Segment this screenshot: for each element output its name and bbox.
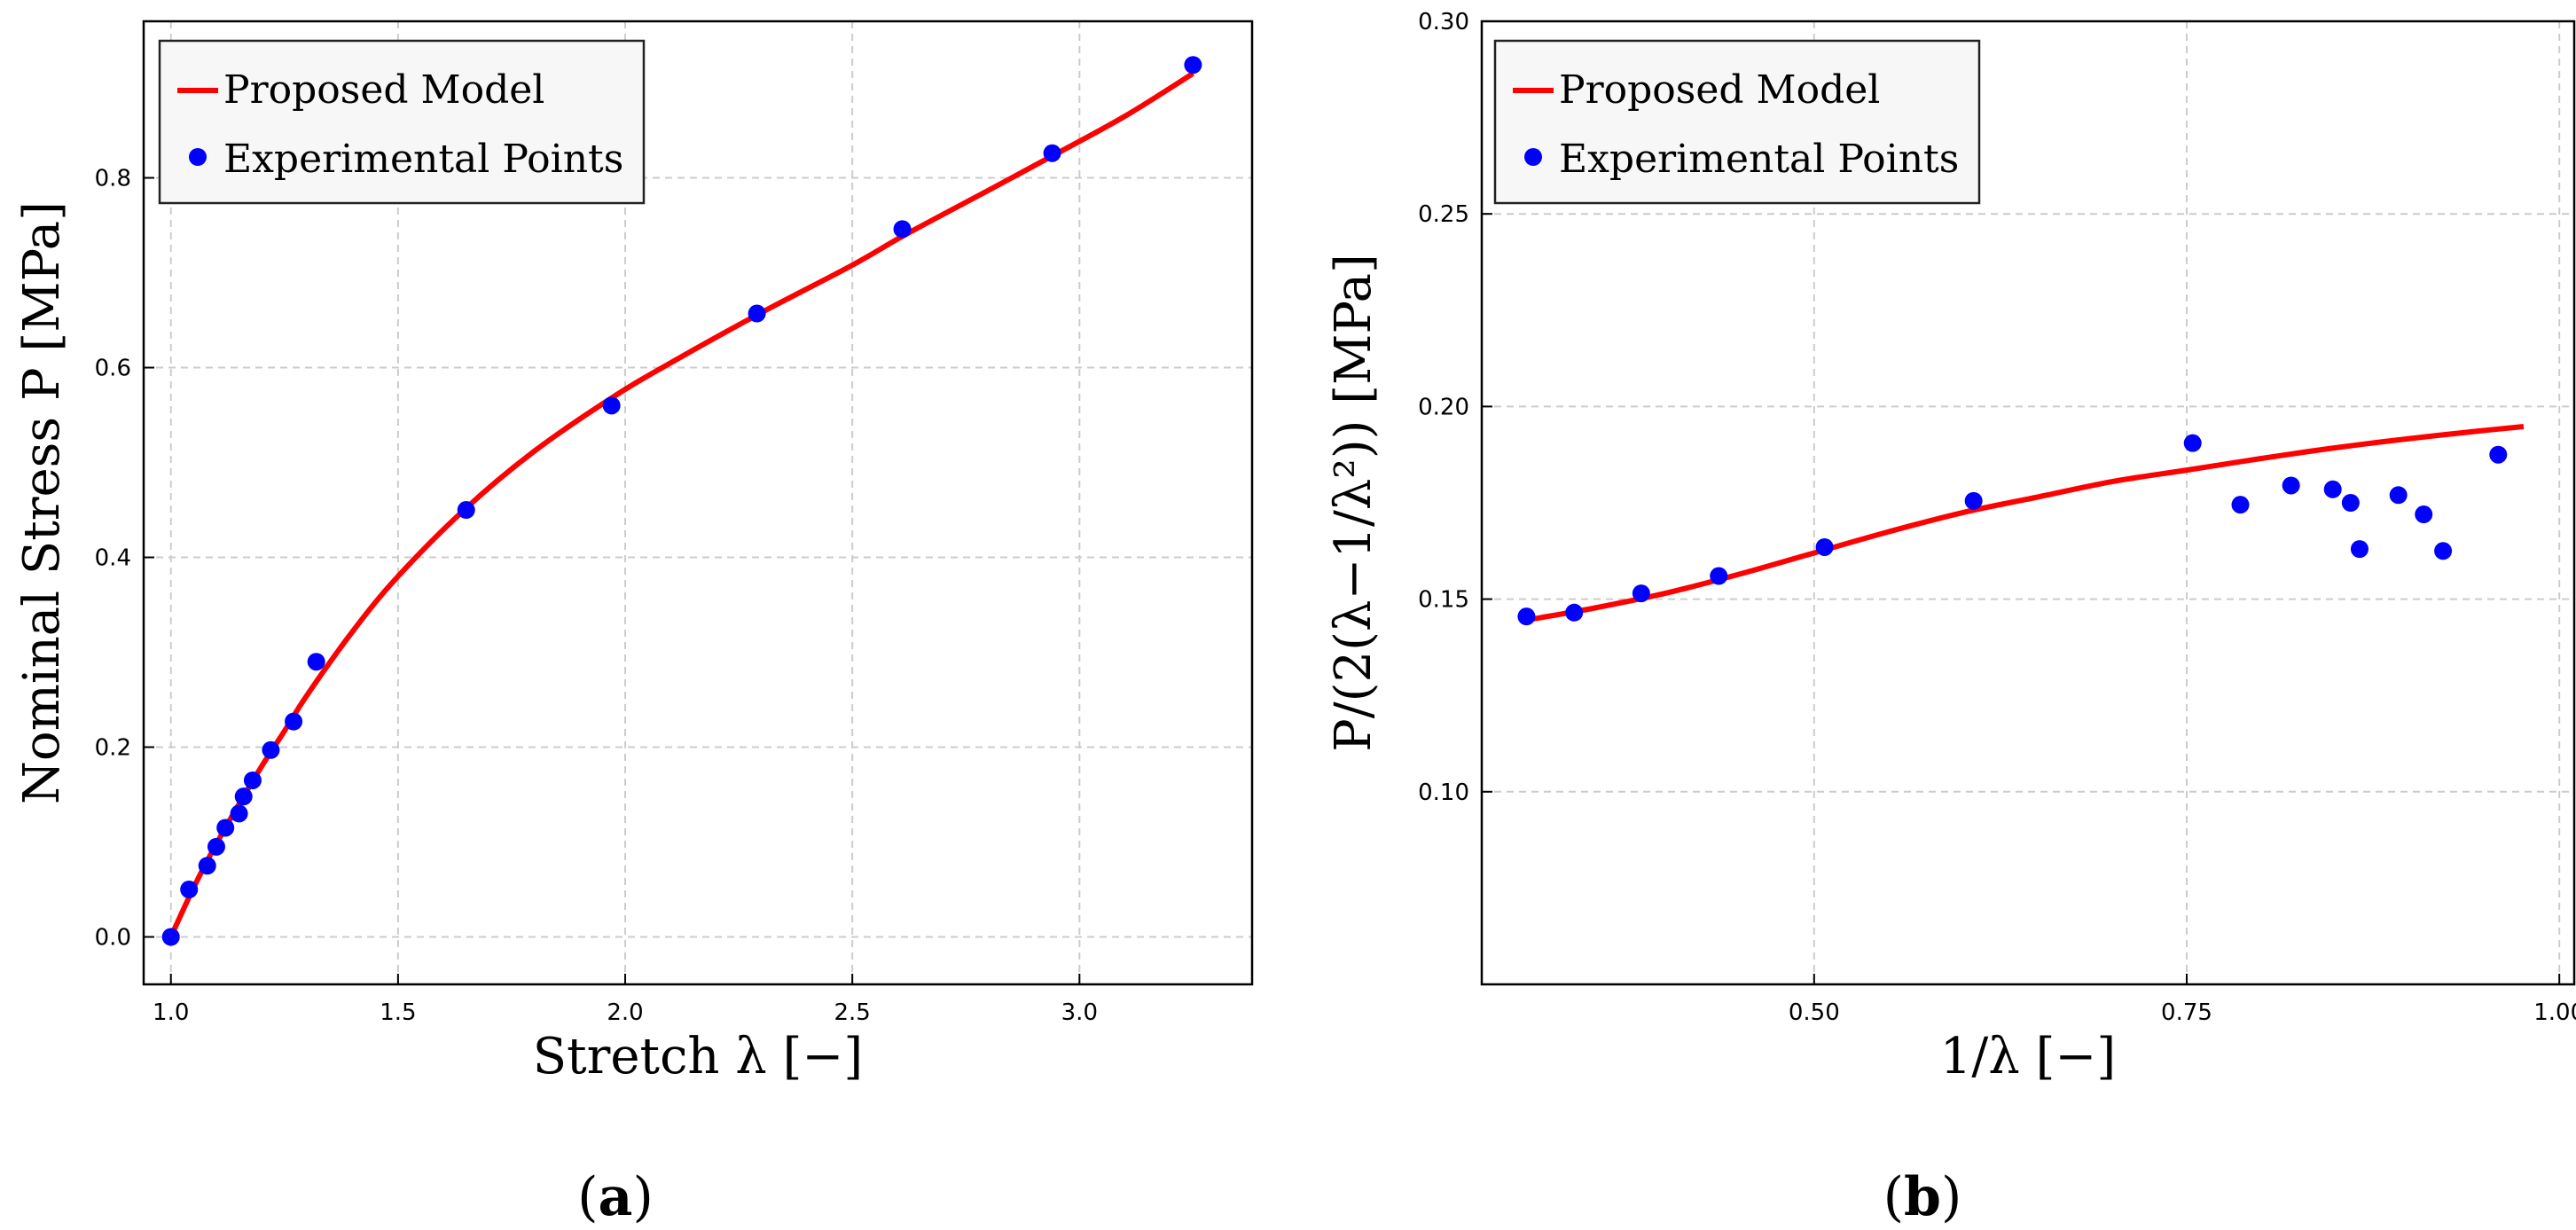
experimental-point [602,396,621,415]
x-tick-label: 3.0 [1061,999,1098,1026]
y-tick-label: 0.2 [95,735,131,762]
panel-b-experimental-points [1517,434,2508,626]
x-tick-label: 1.0 [153,999,189,1026]
experimental-point [198,857,216,875]
experimental-point [2389,486,2408,505]
experimental-point [1815,537,1834,556]
panel-b-x-axis-label: 1/λ [−] [1940,1028,2116,1085]
experimental-point [262,740,280,759]
experimental-point [1632,584,1650,603]
experimental-point [307,653,325,671]
experimental-point [1710,567,1728,585]
experimental-point [161,928,180,946]
panel-b-model-curve [1524,424,2525,623]
panel-a: 1.0 1.5 2.0 2.5 3.0 0.0 0.2 0.4 0.6 0.8 Proposed … [13,20,1254,1228]
experimental-point [2350,540,2369,559]
experimental-point [2323,480,2342,498]
panel-b-caption-letter: b [1904,1166,1941,1228]
y-tick-label: 0.6 [95,356,131,382]
panel-a-ticks: 1.0 1.5 2.0 2.5 3.0 0.0 0.2 0.4 0.6 0.8 [95,166,1098,1026]
y-tick-label: 0.30 [1418,9,1469,35]
experimental-point [457,501,475,520]
experimental-point [234,787,253,806]
panel-a-legend-label-points: Experimental Points [223,137,623,182]
panel-b: 0.50 0.75 1.00 0.10 0.15 0.20 0.25 0.30 Propose… [1325,9,2576,1228]
y-tick-label: 0.8 [95,166,131,192]
y-tick-label: 0.15 [1418,587,1469,614]
panel-a-plot-frame [142,20,1254,986]
experimental-point [1184,56,1202,74]
experimental-point [2231,496,2250,514]
panel-b-ticks: 0.50 0.75 1.00 0.10 0.15 0.20 0.25 0.30 [1418,9,2576,1026]
y-tick-label: 0.10 [1418,780,1469,806]
experimental-point [2341,494,2360,512]
experimental-point [285,712,303,731]
experimental-point [1964,491,1983,510]
panel-a-legend-marker-swatch [189,148,207,166]
panel-b-legend-label-model: Proposed Model [1559,67,1880,113]
experimental-point [1043,144,1061,162]
y-tick-label: 0.25 [1418,201,1469,228]
experimental-point [1517,607,1536,626]
panel-a-legend-label-model: Proposed Model [223,67,544,113]
panel-b-y-axis-label: P/(2(λ−1/λ²)) [MPa] [1325,254,1382,752]
panel-a-experimental-points [161,56,1202,946]
panel-b-plot-frame [1480,20,2576,986]
experimental-point [216,819,235,837]
y-tick-label: 0.20 [1418,394,1469,420]
x-tick-label: 1.00 [2533,999,2576,1026]
experimental-point [2489,445,2508,464]
panel-a-legend: Proposed Model Experimental Points [158,39,646,205]
experimental-point [1565,603,1584,622]
x-tick-label: 0.50 [1789,999,1840,1026]
experimental-point [2415,505,2433,524]
panel-b-legend: Proposed Model Experimental Points [1493,39,1981,205]
experimental-point [2183,434,2202,452]
experimental-point [893,220,912,239]
experimental-point [180,881,199,899]
y-tick-label: 0.0 [95,925,131,952]
panel-a-grid [144,21,1252,984]
experimental-point [2434,542,2453,560]
x-tick-label: 2.0 [607,999,643,1026]
experimental-point [243,771,262,789]
x-tick-label: 1.5 [380,999,416,1026]
panel-b-legend-marker-swatch [1524,148,1542,166]
panel-a-legend-box [158,39,646,205]
experimental-point [230,804,248,823]
x-tick-label: 0.75 [2161,999,2212,1026]
panel-b-legend-box [1493,39,1981,205]
panel-b-caption: (b) [1883,1166,1962,1228]
panel-a-caption-letter: a [599,1166,633,1228]
panel-a-caption: (a) [577,1166,654,1228]
panel-a-y-axis-label: Nominal Stress P [MPa] [13,201,71,804]
experimental-point [2282,476,2300,495]
panel-a-x-axis-label: Stretch λ [−] [533,1028,863,1085]
panel-b-legend-label-points: Experimental Points [1559,137,1959,182]
experimental-point [748,304,766,323]
x-tick-label: 2.5 [834,999,871,1026]
y-tick-label: 0.4 [95,545,131,572]
experimental-point [207,837,225,856]
